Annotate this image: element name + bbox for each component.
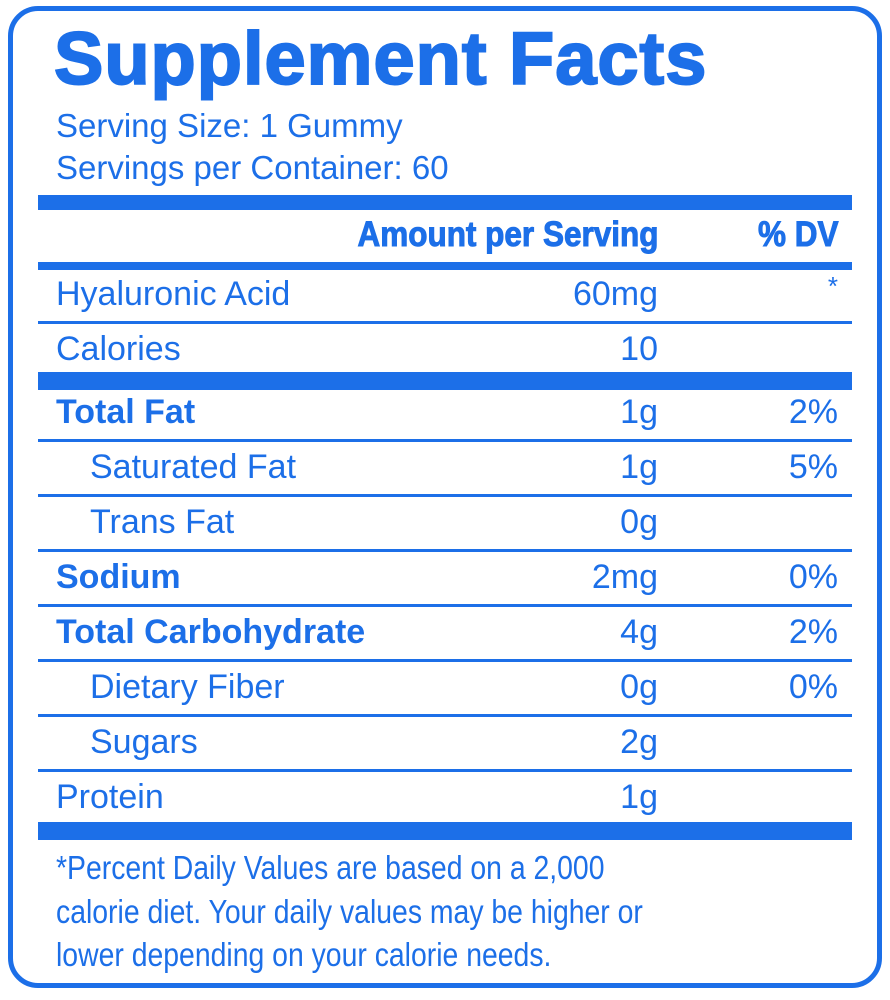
amount: 4g xyxy=(620,613,658,651)
rule xyxy=(38,604,852,607)
amount: 2g xyxy=(620,723,658,761)
nutrient-name: Dietary Fiber xyxy=(90,668,285,706)
column-header: Amount per Serving xyxy=(356,215,659,254)
rule xyxy=(38,714,852,717)
daily-value: 0% xyxy=(788,558,838,596)
footnote-line: calorie diet. Your daily values may be h… xyxy=(56,893,643,930)
daily-value: * xyxy=(827,271,838,301)
label-border xyxy=(8,6,882,988)
daily-value: 5% xyxy=(788,448,838,486)
nutrient-name: Sodium xyxy=(56,558,181,596)
rule xyxy=(38,659,852,662)
amount: 1g xyxy=(620,448,658,486)
nutrient-name: Trans Fat xyxy=(90,503,235,541)
rule xyxy=(38,549,852,552)
thick-rule xyxy=(38,195,852,210)
amount: 0g xyxy=(620,503,658,541)
amount: 10 xyxy=(620,330,658,368)
rule xyxy=(38,769,852,772)
amount: 1g xyxy=(620,393,658,431)
nutrient-name: Total Fat xyxy=(56,393,196,431)
thick-rule xyxy=(38,372,852,390)
rule xyxy=(38,321,852,324)
nutrient-name: Total Carbohydrate xyxy=(56,613,366,651)
footnote-line: lower depending on your calorie needs. xyxy=(56,936,552,973)
nutrient-name: Sugars xyxy=(90,723,198,761)
nutrient-name: Hyaluronic Acid xyxy=(56,275,291,313)
thick-rule xyxy=(38,822,852,840)
column-header: % DV xyxy=(757,215,838,254)
daily-value: 2% xyxy=(788,613,838,651)
nutrient-name: Protein xyxy=(56,778,164,816)
amount: 2mg xyxy=(591,558,658,596)
nutrient-name: Saturated Fat xyxy=(90,448,297,486)
rule xyxy=(38,262,852,270)
daily-value: 0% xyxy=(788,668,838,706)
amount: 1g xyxy=(620,778,658,816)
daily-value: 2% xyxy=(788,393,838,431)
amount: 60mg xyxy=(572,275,658,313)
rule xyxy=(38,494,852,497)
title: Supplement Facts xyxy=(53,17,708,100)
servings-per-container: Servings per Container: 60 xyxy=(56,149,449,186)
footnote-line: *Percent Daily Values are based on a 2,0… xyxy=(56,849,605,886)
nutrient-name: Calories xyxy=(56,330,181,368)
rule xyxy=(38,439,852,442)
amount: 0g xyxy=(620,668,658,706)
serving-size: Serving Size: 1 Gummy xyxy=(56,107,403,144)
